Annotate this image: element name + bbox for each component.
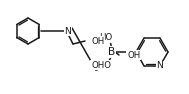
Text: OHO: OHO bbox=[91, 61, 111, 69]
Text: OH: OH bbox=[127, 50, 140, 60]
Text: N: N bbox=[156, 61, 163, 70]
Text: N: N bbox=[65, 27, 71, 36]
Text: B: B bbox=[108, 47, 116, 57]
Text: HO: HO bbox=[99, 33, 113, 42]
Text: OH: OH bbox=[91, 36, 104, 45]
